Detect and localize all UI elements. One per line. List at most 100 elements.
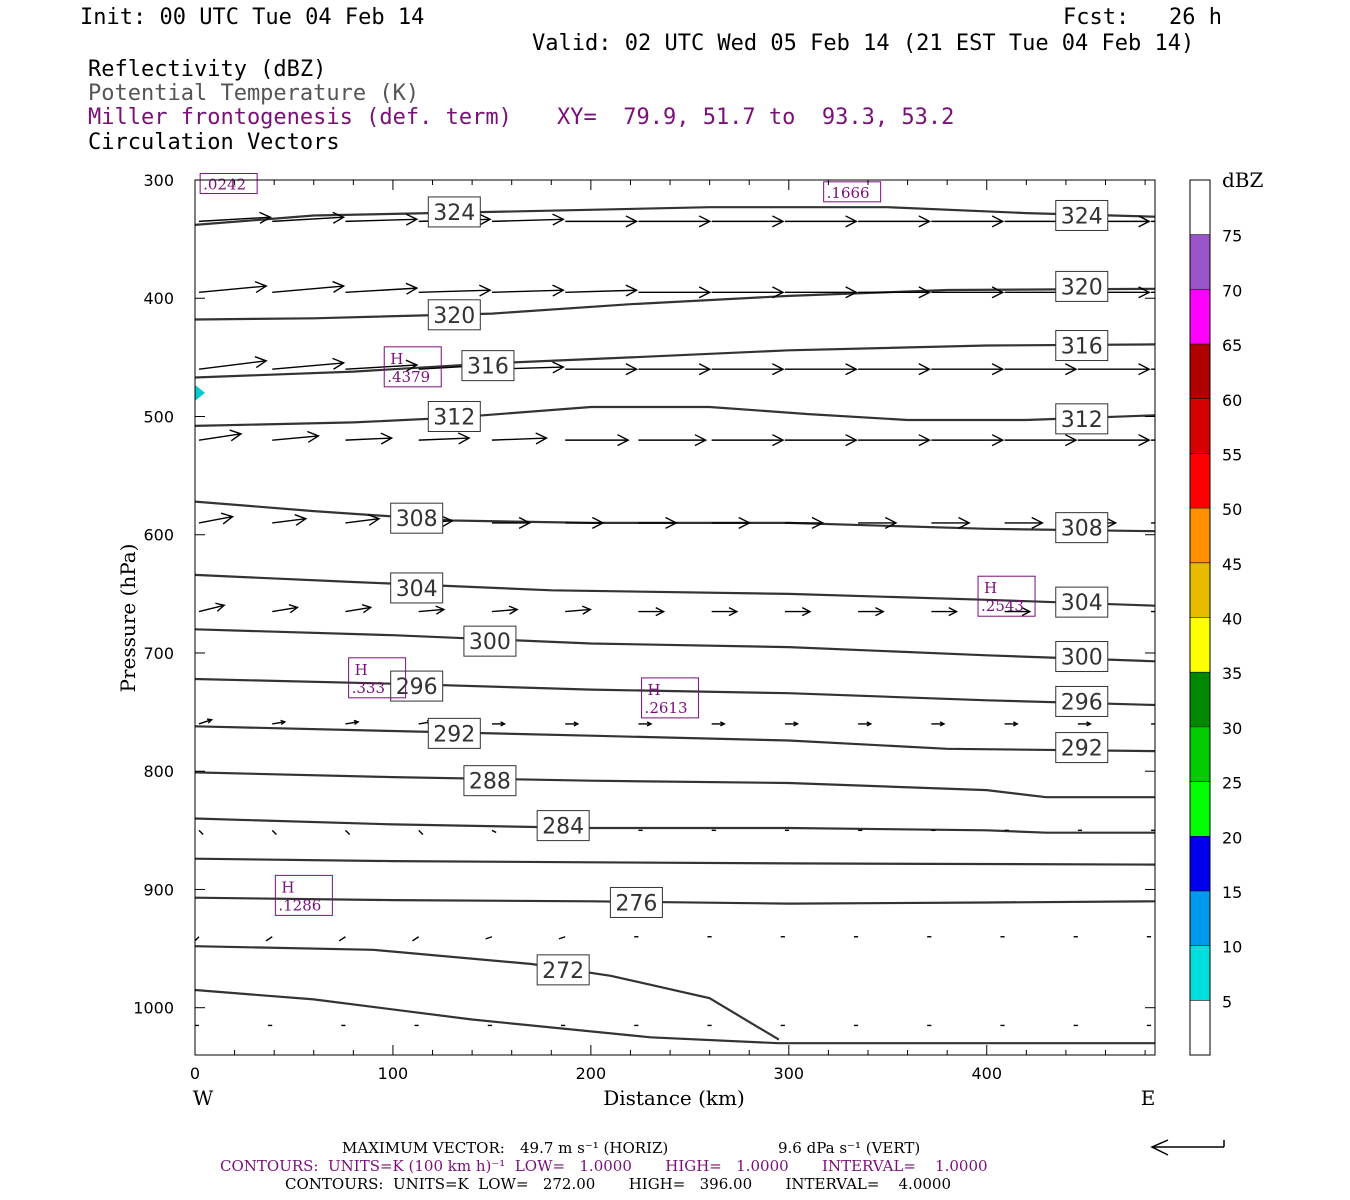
contour-label-box xyxy=(1055,330,1109,362)
contour-label-292: 292 xyxy=(1061,737,1103,762)
circulation-vector xyxy=(711,516,752,529)
vector-shaft xyxy=(272,362,344,370)
vector-shaft xyxy=(198,216,271,223)
contour-label-box xyxy=(536,810,590,842)
circulation-vector xyxy=(418,432,471,445)
circulation-vector xyxy=(858,516,898,529)
circulation-vector xyxy=(784,215,858,228)
vector-head xyxy=(801,606,812,617)
x-tick-label: 300 xyxy=(774,1064,805,1083)
circulation-vector xyxy=(931,516,971,529)
colorbar-label: 5 xyxy=(1222,992,1232,1011)
circulation-vector xyxy=(412,936,420,942)
vector-shaft xyxy=(265,936,273,942)
contour-label-box xyxy=(1055,732,1109,764)
circulation-vector xyxy=(558,936,566,940)
frontogenesis-max: H.4379 xyxy=(383,346,442,388)
vector-shaft xyxy=(418,829,424,836)
frontogenesis-max: .0242 xyxy=(199,173,258,195)
vector-head xyxy=(698,286,712,299)
vector-head xyxy=(811,516,825,529)
theta-contour-312 xyxy=(195,405,1155,427)
contour-label-300: 300 xyxy=(469,630,511,655)
vector-shaft xyxy=(345,721,359,725)
theta-contour-324 xyxy=(195,206,1155,226)
circulation-vector xyxy=(491,516,532,529)
vector-head xyxy=(991,363,1005,376)
vector-head xyxy=(1160,722,1164,726)
init-time: Init: 00 UTC Tue 04 Feb 14 xyxy=(80,5,425,30)
circulation-vector xyxy=(1151,439,1155,441)
contour-label-288: 288 xyxy=(469,770,511,795)
circulation-vector xyxy=(271,829,277,836)
vector-head xyxy=(380,432,394,445)
circulation-vector xyxy=(491,284,565,297)
colorbar-segment xyxy=(1190,672,1210,727)
vector-shaft xyxy=(565,608,591,613)
cross-section-endpoints: XY= 79.9, 51.7 to 93.3, 53.2 xyxy=(557,105,955,130)
circulation-vector xyxy=(272,514,308,526)
vector-head xyxy=(958,516,971,529)
west-label: W xyxy=(193,1086,214,1110)
vector-shaft xyxy=(344,829,351,836)
contour-label-304: 304 xyxy=(396,577,438,602)
contour-label-box xyxy=(1055,270,1109,302)
circulation-vector xyxy=(565,215,639,228)
vector-head xyxy=(948,606,959,617)
vector-shaft xyxy=(271,829,277,836)
vector-shaft xyxy=(338,936,346,942)
circulation-vector xyxy=(638,516,678,529)
vector-head xyxy=(332,280,346,293)
vector-head xyxy=(552,361,565,374)
contour-label-324: 324 xyxy=(433,201,475,226)
vector-shaft xyxy=(412,936,420,942)
colorbar-label: 25 xyxy=(1222,774,1242,793)
vector-shaft xyxy=(272,606,298,613)
circulation-vector xyxy=(1004,721,1019,727)
circulation-vector xyxy=(1077,434,1151,447)
vector-head xyxy=(215,602,226,612)
vector-shaft xyxy=(345,364,417,370)
frontogenesis-max-letter: H xyxy=(984,579,997,597)
frontogenesis-max-box xyxy=(641,677,700,719)
contour-label-box xyxy=(609,886,663,918)
circulation-vector xyxy=(491,605,519,615)
vector-shaft xyxy=(272,216,344,223)
circulation-vector xyxy=(1004,606,1032,617)
circulation-vector xyxy=(418,829,424,836)
contour-label-box xyxy=(461,350,515,382)
vector-head xyxy=(1021,606,1032,617)
vector-head xyxy=(1168,608,1176,616)
circulation-vector xyxy=(638,286,712,299)
vector-head xyxy=(1138,434,1151,447)
theta-contour-284 xyxy=(195,817,1155,834)
field-reflectivity: Reflectivity (dBZ) xyxy=(88,57,327,82)
colorbar-segment xyxy=(1190,508,1210,563)
colorbar-label: 35 xyxy=(1222,664,1242,683)
circulation-vector xyxy=(1151,291,1155,294)
vector-head xyxy=(1031,516,1044,529)
theta-contour-296 xyxy=(195,677,1155,707)
circulation-vector xyxy=(1151,368,1155,370)
circulation-vector xyxy=(1151,522,1155,524)
vector-head xyxy=(991,286,1005,299)
vector-shaft xyxy=(558,936,566,940)
circulation-vector xyxy=(1004,363,1078,376)
vector-head xyxy=(665,516,678,529)
circulation-vector xyxy=(1077,363,1151,376)
vector-head xyxy=(772,363,785,376)
vector-head xyxy=(591,516,605,529)
circulation-vector xyxy=(711,606,739,617)
vector-head xyxy=(1104,516,1118,529)
vector-head xyxy=(280,719,287,726)
contour-label-box xyxy=(427,400,481,432)
colorbar-segment xyxy=(1190,562,1210,618)
colorbar-segment xyxy=(1190,234,1210,290)
circulation-vector xyxy=(858,363,932,376)
theta-contour-276 xyxy=(195,896,1155,905)
frontogenesis-max: H.2613 xyxy=(641,677,700,719)
circulation-vector xyxy=(485,936,493,940)
contour-label-box xyxy=(1055,685,1109,717)
vector-shaft xyxy=(345,518,380,524)
